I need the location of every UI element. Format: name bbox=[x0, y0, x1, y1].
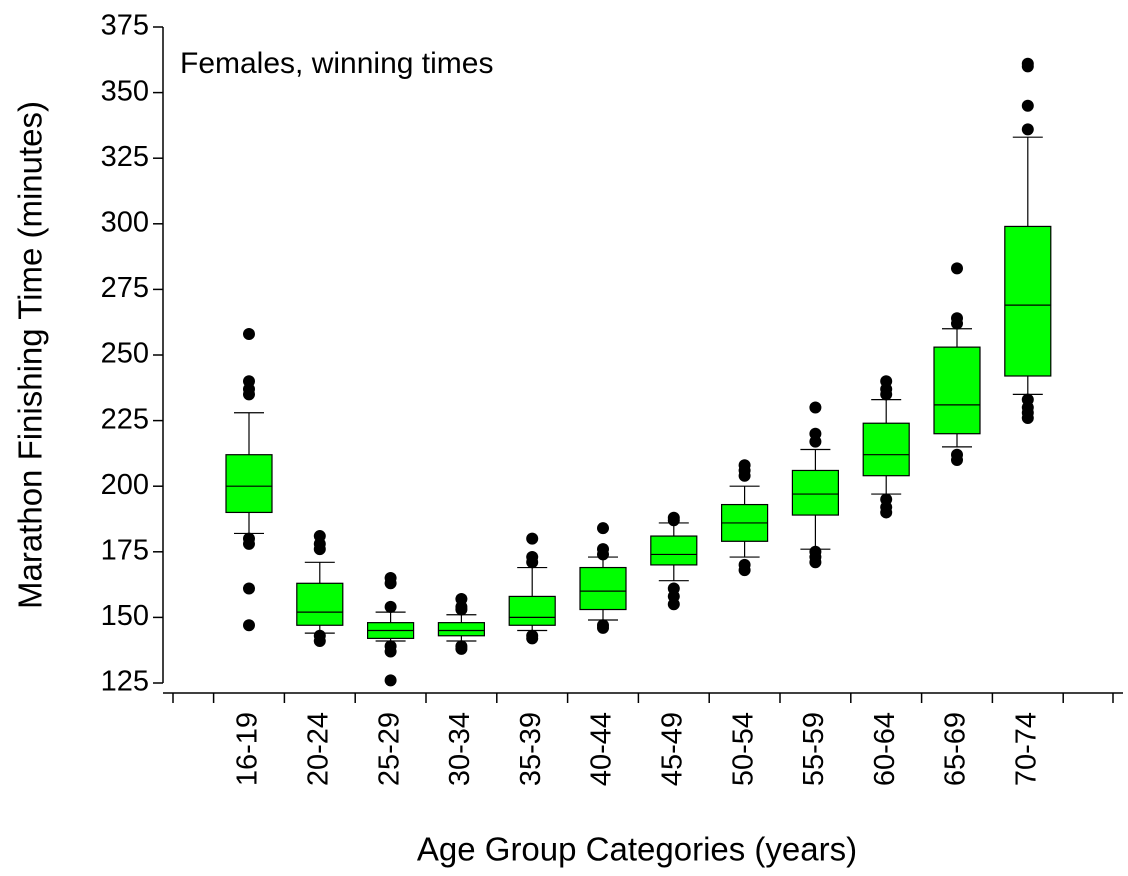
y-tick-label: 125 bbox=[101, 666, 149, 698]
outlier bbox=[243, 582, 255, 595]
outlier bbox=[597, 548, 609, 561]
outlier bbox=[880, 388, 893, 401]
x-tick-label: 16-19 bbox=[232, 712, 264, 786]
box bbox=[862, 422, 910, 477]
outlier bbox=[455, 603, 468, 616]
y-tick-label: 325 bbox=[101, 141, 149, 173]
x-tick-label: 30-34 bbox=[444, 712, 476, 786]
x-tick-label: 45-49 bbox=[656, 712, 688, 786]
outlier bbox=[667, 514, 680, 527]
x-tick-label: 70-74 bbox=[1010, 712, 1042, 786]
outlier bbox=[809, 401, 822, 414]
outlier bbox=[384, 674, 397, 687]
outlier bbox=[597, 621, 609, 634]
outlier bbox=[667, 598, 680, 611]
y-tick-label: 300 bbox=[101, 206, 149, 238]
x-tick-label: 40-44 bbox=[586, 712, 618, 786]
box bbox=[437, 622, 485, 637]
outlier bbox=[526, 532, 539, 545]
outlier bbox=[951, 453, 963, 466]
box bbox=[933, 346, 981, 435]
outlier bbox=[1021, 411, 1034, 424]
x-tick-label: 35-39 bbox=[515, 712, 547, 786]
outlier bbox=[597, 522, 609, 535]
box bbox=[579, 566, 627, 611]
box bbox=[296, 582, 344, 626]
y-tick-label: 275 bbox=[101, 272, 149, 304]
y-tick-label: 350 bbox=[101, 75, 149, 107]
outlier bbox=[738, 469, 751, 482]
y-tick-label: 175 bbox=[101, 534, 149, 566]
box bbox=[508, 595, 556, 626]
outlier bbox=[384, 600, 397, 613]
x-tick-label: 55-59 bbox=[798, 712, 830, 786]
outlier bbox=[384, 645, 397, 658]
outlier bbox=[313, 543, 326, 556]
x-axis-label: Age Group Categories (years) bbox=[417, 831, 857, 868]
x-tick-label: 50-54 bbox=[727, 712, 759, 786]
outlier bbox=[243, 619, 255, 632]
outlier bbox=[243, 328, 255, 341]
outlier bbox=[526, 632, 539, 645]
annotation: Females, winning times bbox=[180, 47, 493, 80]
outlier bbox=[738, 564, 751, 577]
outlier bbox=[880, 506, 893, 519]
outlier bbox=[809, 435, 822, 448]
x-tick-label: 20-24 bbox=[302, 712, 334, 786]
outlier bbox=[809, 556, 822, 569]
outlier bbox=[1021, 123, 1034, 136]
outlier bbox=[526, 556, 539, 569]
outlier bbox=[1021, 99, 1034, 112]
y-tick-label: 250 bbox=[101, 338, 149, 370]
x-tick-label: 60-64 bbox=[869, 712, 901, 786]
box bbox=[225, 454, 273, 514]
outlier bbox=[951, 317, 963, 330]
outlier bbox=[243, 388, 255, 401]
outlier bbox=[455, 642, 468, 655]
box bbox=[791, 469, 840, 516]
x-tick-label: 25-29 bbox=[373, 712, 405, 786]
y-tick-label: 225 bbox=[101, 403, 149, 435]
outlier bbox=[1021, 60, 1034, 73]
y-axis-label: Marathon Finishing Time (minutes) bbox=[12, 101, 49, 609]
outlier bbox=[951, 262, 963, 275]
box bbox=[650, 535, 698, 566]
y-tick-label: 200 bbox=[101, 469, 149, 501]
box bbox=[1004, 225, 1052, 377]
y-tick-label: 150 bbox=[101, 600, 149, 632]
outlier bbox=[313, 635, 326, 648]
x-tick-label: 65-69 bbox=[940, 712, 972, 786]
outlier bbox=[384, 577, 397, 590]
y-tick-label: 375 bbox=[101, 10, 149, 42]
outlier bbox=[243, 537, 255, 550]
